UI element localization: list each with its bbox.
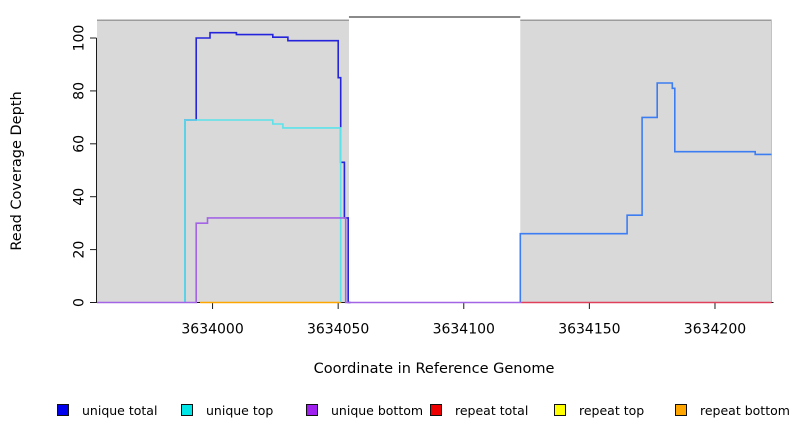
x-tick-label: 3634200 [684, 322, 746, 338]
legend-label: unique top [206, 402, 274, 418]
series-line-unique-bottom [97, 217, 522, 304]
legend-label: repeat top [579, 402, 645, 418]
x-axis-title: Coordinate in Reference Genome [314, 361, 555, 377]
legend-item-repeat-top: repeat top [554, 401, 644, 419]
y-tick-label: 80 [72, 82, 88, 100]
legend-swatch-repeat-total [430, 404, 442, 416]
y-tick-label: 40 [72, 188, 88, 206]
y-tick-label: 100 [72, 25, 88, 52]
y-tick-label: 20 [72, 241, 88, 259]
legend-swatch-unique-bottom [306, 404, 318, 416]
shaded-region-0 [97, 19, 349, 303]
legend-label: unique bottom [331, 402, 424, 418]
series-line-unique-total-seg1 [519, 82, 772, 303]
legend-item-repeat-total: repeat total [430, 401, 528, 419]
y-tick-label: 60 [72, 135, 88, 153]
legend-label: repeat total [455, 402, 529, 418]
legend-swatch-repeat-top [554, 404, 566, 416]
legend-item-unique-bottom: unique bottom [306, 401, 423, 419]
legend-item-unique-top: unique top [181, 401, 273, 419]
legend: unique total unique top unique bottom repea… [0, 401, 792, 423]
y-axis-title: Read Coverage Depth [9, 91, 25, 250]
x-tick-label: 3634050 [307, 322, 369, 338]
legend-item-repeat-bottom: repeat bottom [675, 401, 790, 419]
chart-built-layers: 3634000 3634050 3634100 3634150 3634200 0 20 40… [72, 16, 774, 338]
legend-swatch-repeat-bottom [675, 404, 687, 416]
legend-item-unique-total: unique total [57, 401, 157, 419]
legend-swatch-unique-top [181, 404, 193, 416]
x-tick-label: 3634000 [181, 322, 243, 338]
legend-swatch-unique-total [57, 404, 69, 416]
series-line-unique-total [184, 31, 351, 304]
legend-label: unique total [82, 402, 158, 418]
x-tick-label: 3634150 [558, 322, 620, 338]
shaded-region-1 [520, 19, 772, 303]
x-tick-label: 3634100 [433, 322, 495, 338]
series-line-unique-top [184, 119, 342, 303]
y-tick-label: 0 [72, 298, 88, 307]
legend-label: repeat bottom [700, 402, 790, 418]
